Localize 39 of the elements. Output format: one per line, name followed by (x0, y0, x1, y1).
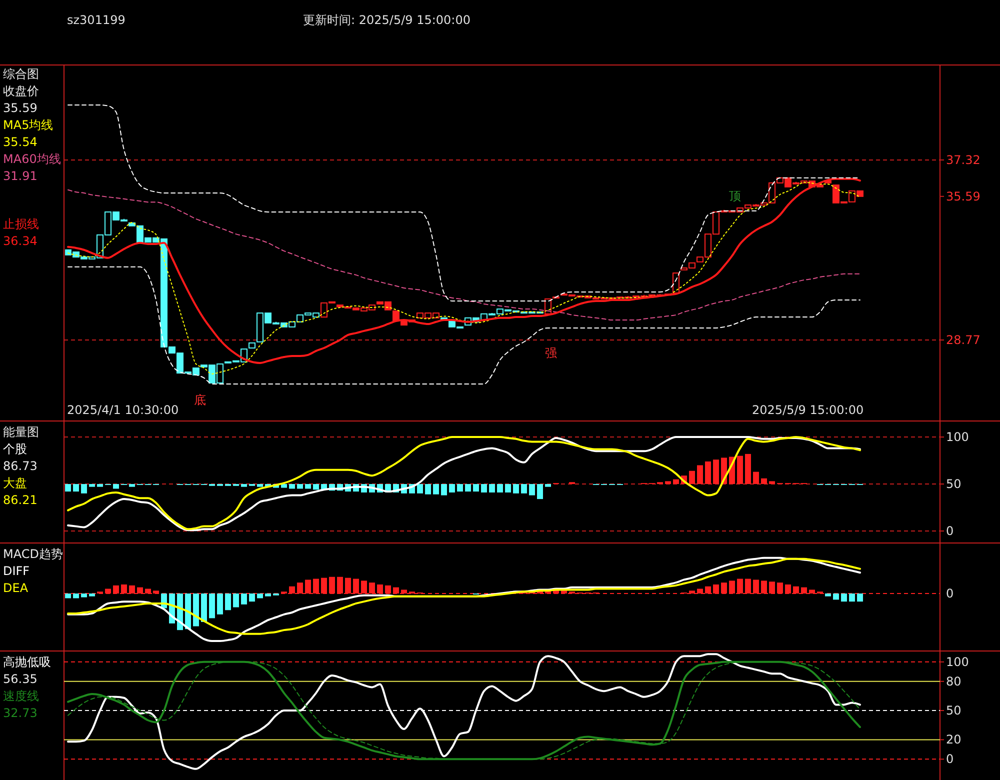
y-tick-label: 37.32 (946, 152, 980, 167)
y-tick-label: 28.77 (946, 332, 980, 347)
text: 86.21 (3, 493, 38, 507)
chart-title: 综合图 (3, 67, 39, 81)
text: 个股 (3, 442, 27, 456)
text: DIFF (3, 564, 30, 578)
text: 大盘 (3, 476, 27, 490)
y-tick-label: 0 (946, 524, 954, 538)
text: sz301199 (67, 13, 126, 27)
annotation: 顶 (729, 189, 741, 203)
y-tick-label: 35.59 (946, 189, 980, 204)
annotation: 强 (545, 346, 557, 360)
y-tick-label: 20 (946, 732, 962, 747)
y-tick-label: 50 (946, 704, 962, 718)
text: 56.35 (3, 672, 38, 686)
text: 86.73 (3, 459, 38, 473)
annotation: 2025/4/1 10:30:00 (67, 403, 179, 417)
text: MA60均线 (3, 152, 61, 166)
y-tick-label: 100 (946, 654, 969, 669)
y-tick-label: 0 (946, 752, 954, 766)
text: 31.91 (3, 169, 38, 183)
text: 35.59 (3, 101, 38, 115)
chart-title: 能量图 (3, 425, 39, 439)
chart-title: MACD趋势 (3, 547, 63, 561)
text: 速度线 (3, 689, 39, 703)
text: DEA (3, 581, 29, 595)
y-tick-label: 50 (946, 477, 962, 492)
text: 更新时间: 2025/5/9 15:00:00 (303, 13, 470, 27)
text: 35.54 (3, 135, 38, 149)
annotation: 2025/5/9 15:00:00 (752, 403, 864, 417)
text: 收盘价 (3, 84, 39, 98)
text: 止损线 (3, 217, 39, 231)
y-tick-label: 100 (946, 430, 969, 444)
text: 高抛低吸 (3, 655, 51, 669)
text: MA5均线 (3, 118, 54, 132)
annotation: 底 (194, 393, 206, 407)
text: 32.73 (3, 706, 38, 720)
text: 36.34 (3, 234, 38, 248)
y-tick-label: 80 (946, 674, 962, 688)
